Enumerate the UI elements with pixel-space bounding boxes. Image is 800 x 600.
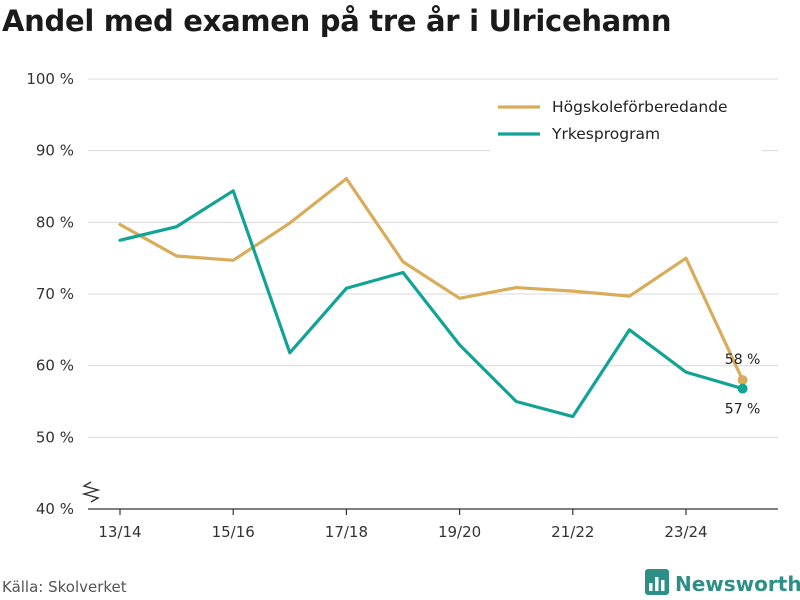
x-tick-label: 13/14 (98, 523, 141, 541)
grid-lines (88, 78, 778, 438)
chart-title: Andel med examen på tre år i Ulricehamn (2, 4, 672, 38)
legend-background (490, 90, 762, 152)
x-tick-label: 21/22 (551, 523, 594, 541)
bar-chart-logo-icon (645, 569, 669, 599)
y-tick-label: 90 % (36, 142, 74, 160)
brand-name: Newsworthy (675, 572, 800, 596)
x-tick-label: 19/20 (438, 523, 481, 541)
x-axis: 13/14 15/16 17/18 19/20 21/22 23/24 (88, 508, 778, 541)
x-tick-label: 17/18 (325, 523, 368, 541)
legend-label-2: Yrkesprogram (551, 125, 660, 143)
series-end-marker-1 (737, 375, 748, 385)
x-tick-label: 15/16 (212, 523, 255, 541)
series-end-marker-2 (737, 383, 748, 394)
y-tick-label: 60 % (36, 357, 74, 375)
brand-logo[interactable]: Newsworthy (645, 569, 800, 599)
y-tick-label: 40 % (36, 500, 74, 518)
source-note: Källa: Skolverket (2, 578, 127, 596)
series-end-label-2: 57 % (725, 402, 761, 418)
y-tick-label: 70 % (36, 285, 74, 303)
y-tick-label: 50 % (36, 428, 74, 446)
y-tick-label: 80 % (36, 213, 74, 231)
axis-break-icon (81, 481, 101, 503)
series-end-label-1: 58 % (725, 352, 761, 368)
x-tick-label: 23/24 (664, 523, 707, 541)
data-series: 58 % 57 % (118, 177, 761, 419)
y-tick-label: 100 % (26, 70, 74, 88)
y-axis-tick-labels: 40 % 50 % 60 % 70 % 80 % 90 % 100 % (26, 70, 74, 518)
series-line-1 (118, 177, 745, 382)
series-line-2 (118, 189, 745, 419)
legend: Högskoleförberedande Yrkesprogram (490, 90, 762, 152)
legend-label-1: Högskoleförberedande (552, 98, 728, 116)
